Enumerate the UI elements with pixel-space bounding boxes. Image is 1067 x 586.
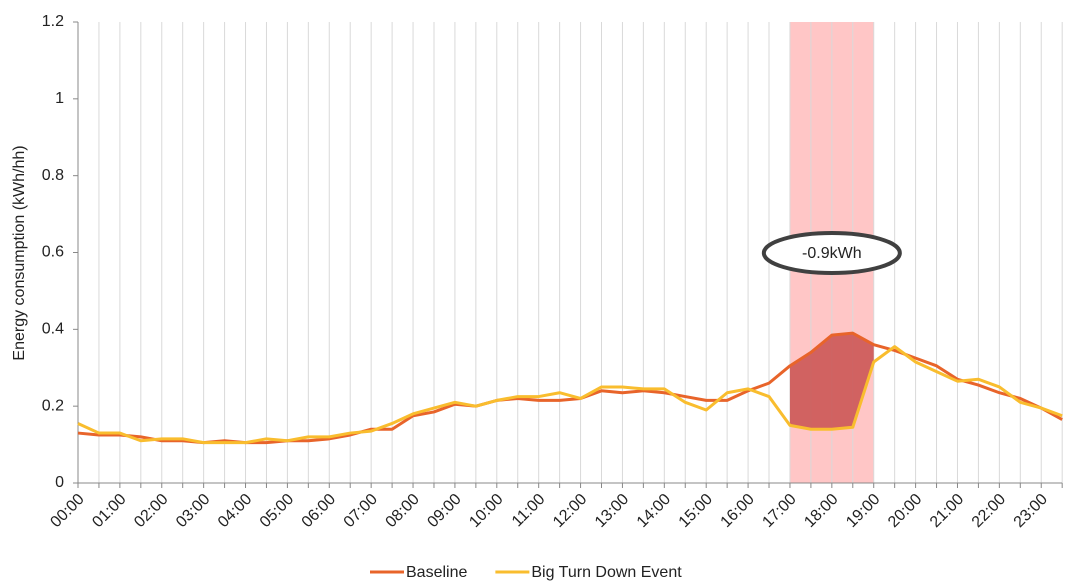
y-tick-label: 1 [55,90,64,107]
y-tick-label: 0.2 [42,397,64,414]
x-tick-label: 10:00 [466,491,506,531]
annotation-ellipse [761,231,902,275]
x-tick-label: 19:00 [843,491,883,531]
legend-label: Big Turn Down Event [531,564,682,581]
x-tick-label: 09:00 [424,491,464,531]
x-tick-label: 07:00 [341,491,381,531]
x-tick-label: 18:00 [801,491,841,531]
x-tick-label: 11:00 [509,491,549,531]
x-tick-label: 16:00 [718,491,758,531]
x-tick-label: 06:00 [299,491,339,531]
y-axis-label: Energy consumption (kWh/hh) [11,145,28,360]
x-tick-label: 17:00 [759,491,799,531]
y-tick-label: 0.6 [42,244,64,261]
x-tick-label: 21:00 [927,491,967,531]
x-tick-label: 20:00 [885,491,925,531]
y-tick-label: 0 [55,474,64,491]
line [77,331,1063,445]
x-tick-label: 03:00 [173,491,213,531]
y-tick-label: 1.2 [42,13,64,30]
x-tick-label: 05:00 [257,491,297,531]
x-tick-label: 02:00 [131,491,171,531]
legend-label: Baseline [406,564,467,581]
x-tick-label: 01:00 [89,491,129,531]
y-tick-label: 0.8 [42,167,64,184]
y-tick-label: 0.4 [42,321,64,338]
x-tick-label: 15:00 [676,491,716,531]
x-tick-label: 22:00 [969,491,1009,531]
x-tick-label: 12:00 [550,491,590,531]
x-tick-label: 23:00 [1011,491,1051,531]
savings-area [789,333,874,430]
x-tick-label: 14:00 [634,491,674,531]
x-tick-label: 00:00 [47,491,87,531]
x-tick-label: 13:00 [592,491,632,531]
line [77,345,1063,445]
x-tick-label: 08:00 [383,491,423,531]
x-tick-label: 04:00 [215,491,255,531]
annotation: -0.9kWh [802,245,862,262]
